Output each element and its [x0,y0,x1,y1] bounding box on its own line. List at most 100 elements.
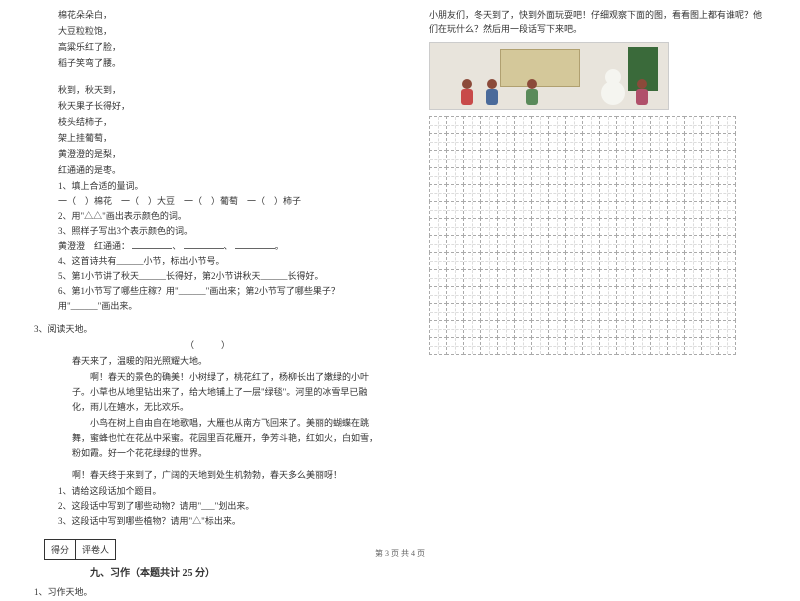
grid-cell[interactable] [429,286,447,304]
grid-cell[interactable] [463,167,481,185]
grid-cell[interactable] [531,167,549,185]
grid-cell[interactable] [497,337,515,355]
grid-cell[interactable] [684,218,702,236]
grid-cell[interactable] [667,218,685,236]
grid-cell[interactable] [548,252,566,270]
grid-cell[interactable] [429,201,447,219]
grid-cell[interactable] [497,320,515,338]
grid-cell[interactable] [684,116,702,134]
grid-cell[interactable] [565,167,583,185]
grid-cell[interactable] [599,303,617,321]
grid-cell[interactable] [701,150,719,168]
grid-cell[interactable] [633,337,651,355]
grid-cell[interactable] [701,184,719,202]
grid-cell[interactable] [514,337,532,355]
grid-cell[interactable] [514,252,532,270]
grid-cell[interactable] [667,252,685,270]
grid-cell[interactable] [667,116,685,134]
grid-cell[interactable] [633,184,651,202]
grid-cell[interactable] [514,235,532,253]
grid-cell[interactable] [480,184,498,202]
grid-cell[interactable] [565,303,583,321]
grid-cell[interactable] [548,218,566,236]
grid-cell[interactable] [633,303,651,321]
grid-cell[interactable] [531,320,549,338]
grid-cell[interactable] [514,184,532,202]
grid-cell[interactable] [650,184,668,202]
grid-cell[interactable] [718,218,736,236]
grid-cell[interactable] [463,320,481,338]
grid-cell[interactable] [463,133,481,151]
grid-cell[interactable] [548,286,566,304]
grid-cell[interactable] [514,167,532,185]
grid-cell[interactable] [429,337,447,355]
grid-cell[interactable] [480,150,498,168]
grid-cell[interactable] [582,150,600,168]
grid-cell[interactable] [633,218,651,236]
grid-cell[interactable] [718,235,736,253]
reading-title-blank[interactable]: （ ） [30,338,385,353]
grid-cell[interactable] [650,269,668,287]
grid-cell[interactable] [565,150,583,168]
grid-cell[interactable] [633,201,651,219]
grid-cell[interactable] [599,320,617,338]
grid-cell[interactable] [633,167,651,185]
grid-cell[interactable] [429,184,447,202]
grid-cell[interactable] [582,167,600,185]
grid-cell[interactable] [514,269,532,287]
grid-cell[interactable] [497,150,515,168]
grid-cell[interactable] [599,235,617,253]
grid-cell[interactable] [480,201,498,219]
grid-cell[interactable] [531,269,549,287]
grid-cell[interactable] [599,116,617,134]
grid-cell[interactable] [463,150,481,168]
grid-cell[interactable] [480,252,498,270]
grid-cell[interactable] [565,133,583,151]
grid-cell[interactable] [633,133,651,151]
grid-cell[interactable] [429,116,447,134]
grid-cell[interactable] [514,150,532,168]
grid-cell[interactable] [718,116,736,134]
grid-cell[interactable] [446,286,464,304]
grid-cell[interactable] [548,133,566,151]
grid-cell[interactable] [667,167,685,185]
grid-cell[interactable] [429,150,447,168]
grid-cell[interactable] [429,218,447,236]
grid-cell[interactable] [548,184,566,202]
grid-cell[interactable] [650,286,668,304]
grid-cell[interactable] [633,235,651,253]
grid-cell[interactable] [718,286,736,304]
grid-cell[interactable] [446,218,464,236]
grid-cell[interactable] [701,218,719,236]
grid-cell[interactable] [582,320,600,338]
grid-cell[interactable] [548,150,566,168]
grid-cell[interactable] [599,167,617,185]
grid-cell[interactable] [599,218,617,236]
grid-cell[interactable] [463,252,481,270]
grid-cell[interactable] [582,133,600,151]
grid-cell[interactable] [633,116,651,134]
grid-cell[interactable] [582,286,600,304]
grid-cell[interactable] [582,252,600,270]
grid-cell[interactable] [667,184,685,202]
grid-cell[interactable] [616,286,634,304]
grid-cell[interactable] [531,133,549,151]
grid-cell[interactable] [429,269,447,287]
grid-cell[interactable] [718,252,736,270]
grid-cell[interactable] [667,337,685,355]
grid-cell[interactable] [701,337,719,355]
grid-cell[interactable] [480,235,498,253]
grid-cell[interactable] [667,235,685,253]
grid-cell[interactable] [667,201,685,219]
grid-cell[interactable] [531,116,549,134]
grid-cell[interactable] [616,235,634,253]
grid-cell[interactable] [718,184,736,202]
grid-cell[interactable] [429,320,447,338]
grid-cell[interactable] [463,218,481,236]
grid-cell[interactable] [616,269,634,287]
grid-cell[interactable] [480,303,498,321]
grid-cell[interactable] [599,150,617,168]
grid-cell[interactable] [497,218,515,236]
grid-cell[interactable] [565,286,583,304]
grid-cell[interactable] [480,286,498,304]
